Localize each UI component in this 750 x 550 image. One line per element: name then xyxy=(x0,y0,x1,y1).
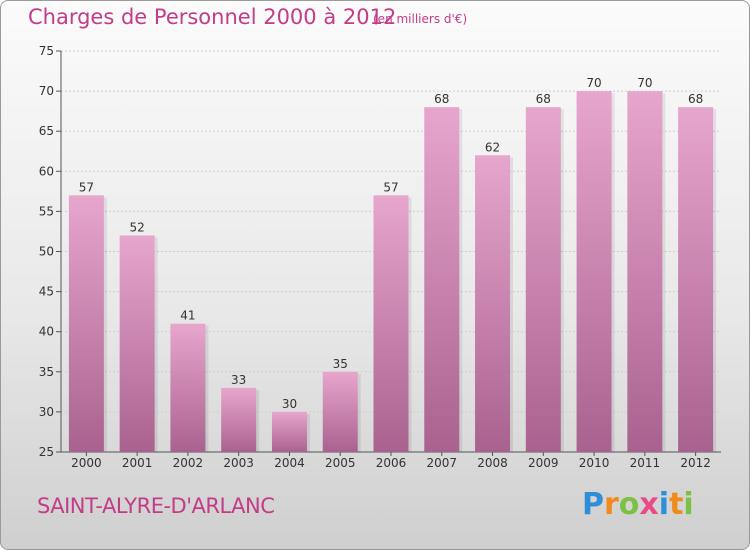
logo-letter: i xyxy=(683,487,694,522)
data-label: 62 xyxy=(485,140,500,154)
x-tick-label: 2001 xyxy=(122,456,153,470)
bar-2009 xyxy=(525,107,561,452)
x-tick-label: 2005 xyxy=(325,456,356,470)
y-tick-label: 50 xyxy=(39,245,54,259)
data-label: 70 xyxy=(637,76,652,90)
x-tick-label: 2003 xyxy=(223,456,254,470)
bar-2005 xyxy=(322,371,358,452)
proxiti-logo: Proxiti xyxy=(582,487,694,522)
data-label: 33 xyxy=(231,373,246,387)
x-tick-label: 2004 xyxy=(274,456,305,470)
x-tick-label: 2006 xyxy=(376,456,407,470)
bar-2000 xyxy=(68,195,104,453)
data-label: 68 xyxy=(688,92,703,106)
x-tick-label: 2011 xyxy=(630,456,661,470)
y-tick-label: 40 xyxy=(39,325,54,339)
logo-letter: t xyxy=(669,487,684,522)
data-label: 52 xyxy=(130,220,145,234)
bar-2004 xyxy=(271,411,307,452)
y-tick-label: 25 xyxy=(39,445,54,459)
data-label: 68 xyxy=(536,92,551,106)
y-tick-label: 75 xyxy=(39,44,54,58)
data-label: 57 xyxy=(383,180,398,194)
x-tick-label: 2000 xyxy=(71,456,102,470)
bar-2001 xyxy=(119,235,155,452)
data-labels: 57 52 41 33 30 35 57 68 62 68 70 70 68 xyxy=(79,76,704,411)
bar-2002 xyxy=(170,323,206,452)
chart-subtitle: (en milliers d'€) xyxy=(373,12,468,26)
chart-title: Charges de Personnel 2000 à 2012 xyxy=(28,5,397,29)
x-tick-label: 2012 xyxy=(680,456,711,470)
bar-2003 xyxy=(221,387,257,452)
bars xyxy=(68,91,717,453)
y-tick-label: 30 xyxy=(39,405,54,419)
data-label: 35 xyxy=(333,357,348,371)
data-label: 68 xyxy=(434,92,449,106)
data-label: 70 xyxy=(586,76,601,90)
bar-2008 xyxy=(475,155,511,452)
x-tick-label: 2009 xyxy=(528,456,559,470)
y-tick-label: 35 xyxy=(39,365,54,379)
logo-letter: x xyxy=(639,487,659,522)
x-tick-label: 2008 xyxy=(477,456,508,470)
data-label: 57 xyxy=(79,180,94,194)
x-tick-label: 2010 xyxy=(579,456,610,470)
y-tick-label: 60 xyxy=(39,164,54,178)
y-tick-label: 45 xyxy=(39,285,54,299)
y-tick-label: 65 xyxy=(39,124,54,138)
logo-letter: r xyxy=(604,487,619,522)
logo-letter: o xyxy=(618,487,640,522)
y-tick-label: 70 xyxy=(39,84,54,98)
data-label: 41 xyxy=(180,309,195,323)
logo-letter: P xyxy=(582,487,604,522)
bar-2006 xyxy=(373,195,409,453)
x-tick-label: 2002 xyxy=(173,456,204,470)
bar-2011 xyxy=(627,91,663,452)
location-name: SAINT-ALYRE-D'ARLANC xyxy=(37,494,275,518)
bar-2012 xyxy=(678,107,714,452)
x-tick-label: 2007 xyxy=(426,456,457,470)
logo-letter: i xyxy=(658,487,670,522)
bar-2010 xyxy=(576,91,612,452)
y-tick-label: 55 xyxy=(39,204,54,218)
data-label: 30 xyxy=(282,397,297,411)
bar-2007 xyxy=(424,107,460,452)
